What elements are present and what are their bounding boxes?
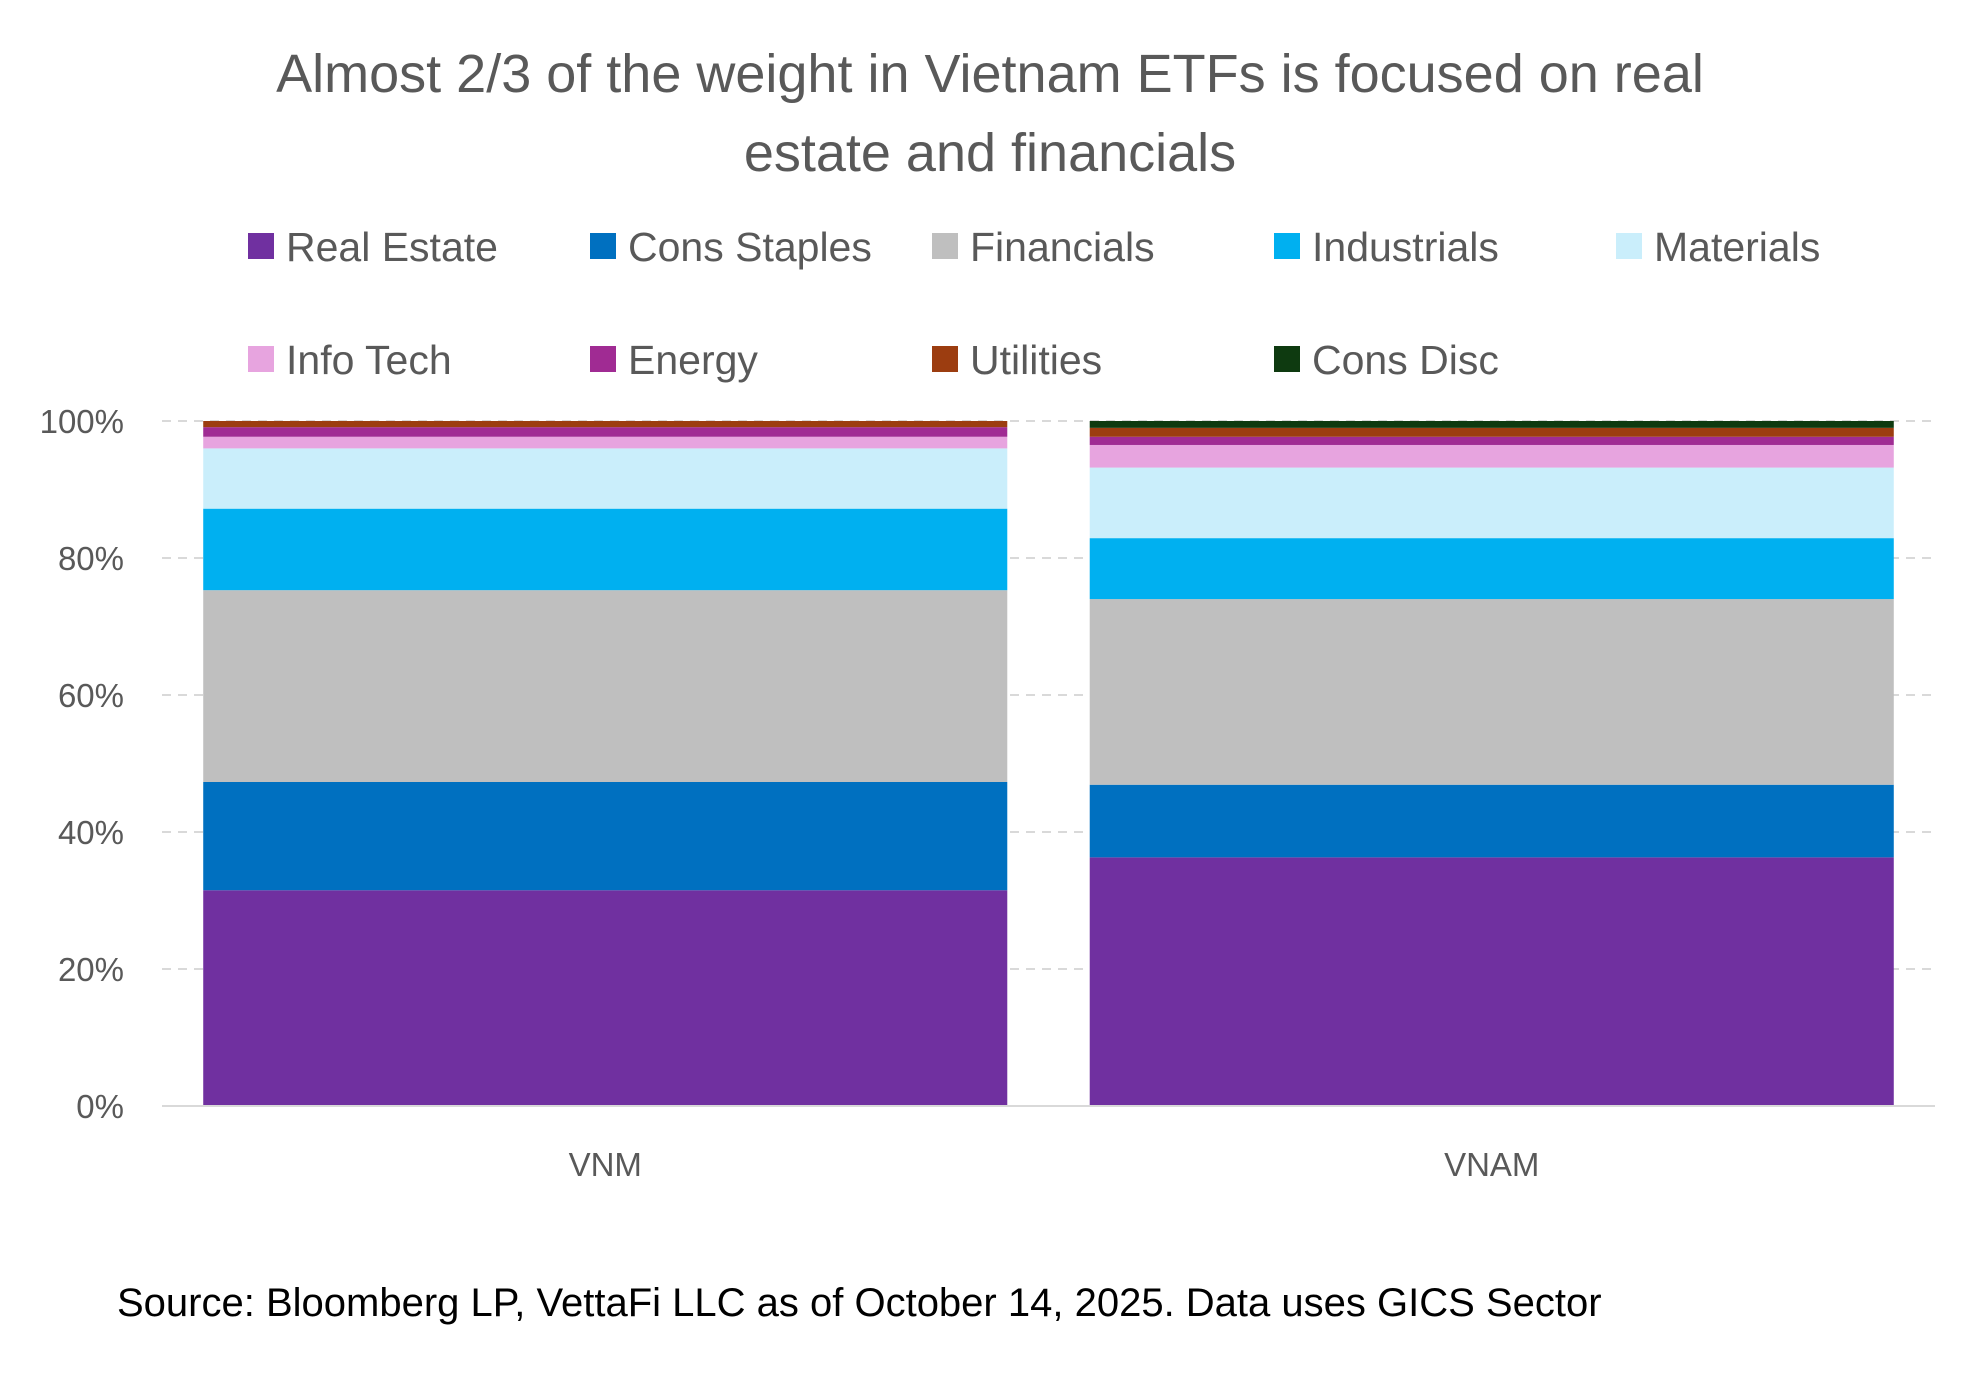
- legend-swatch-utilities: [932, 346, 958, 372]
- legend-swatch-cons-disc: [1274, 346, 1300, 372]
- legend-label-utilities: Utilities: [970, 337, 1102, 383]
- legend-swatch-materials: [1616, 233, 1642, 259]
- bar-vnam-energy: [1089, 436, 1894, 445]
- legend-swatch-energy: [590, 346, 616, 372]
- bar-vnam-materials: [1089, 467, 1894, 539]
- bars: [203, 421, 1894, 1106]
- bar-vnm-utilities: [203, 421, 1008, 428]
- bar-vnam-info-tech: [1089, 444, 1894, 468]
- bar-vnm-info-tech: [203, 436, 1008, 449]
- legend-label-cons-disc: Cons Disc: [1312, 337, 1499, 383]
- bar-vnm-materials: [203, 448, 1008, 509]
- legend-label-cons-staples: Cons Staples: [628, 224, 872, 270]
- chart-title-line-1: Almost 2/3 of the weight in Vietnam ETFs…: [276, 44, 1704, 104]
- legend-label-energy: Energy: [628, 337, 758, 383]
- bar-vnm-real-estate: [203, 890, 1008, 1106]
- x-category-label-vnam: VNAM: [1444, 1146, 1539, 1183]
- legend-label-info-tech: Info Tech: [286, 337, 452, 383]
- legend: Real Estate Cons Staples Financials Industr…: [248, 224, 1820, 383]
- legend-swatch-info-tech: [248, 346, 274, 372]
- bar-vnam-financials: [1089, 599, 1894, 785]
- bar-vnam-real-estate: [1089, 857, 1894, 1106]
- y-tick-label: 60%: [58, 677, 124, 714]
- bar-vnam-cons-staples: [1089, 784, 1894, 858]
- chart-title: Almost 2/3 of the weight in Vietnam ETFs…: [276, 44, 1704, 183]
- legend-label-real-estate: Real Estate: [286, 224, 498, 270]
- bar-vnm-industrials: [203, 508, 1008, 591]
- legend-swatch-industrials: [1274, 233, 1300, 259]
- source-note: Source: Bloomberg LP, VettaFi LLC as of …: [117, 1281, 1602, 1325]
- y-tick-label: 20%: [58, 951, 124, 988]
- bar-vnm-financials: [203, 590, 1008, 782]
- bar-vnm-energy: [203, 427, 1008, 437]
- x-category-label-vnm: VNM: [569, 1146, 642, 1183]
- legend-swatch-cons-staples: [590, 233, 616, 259]
- y-tick-label: 0%: [76, 1088, 124, 1125]
- legend-label-materials: Materials: [1654, 224, 1820, 270]
- bar-vnam-cons-disc: [1089, 421, 1894, 428]
- bar-vnam-utilities: [1089, 427, 1894, 437]
- axes: 0% 20% 40% 60% 80% 100% VNM VNAM: [40, 403, 1935, 1183]
- legend-label-financials: Financials: [970, 224, 1155, 270]
- y-tick-label: 100%: [40, 403, 124, 440]
- legend-swatch-real-estate: [248, 233, 274, 259]
- y-tick-label: 80%: [58, 540, 124, 577]
- legend-label-industrials: Industrials: [1312, 224, 1499, 270]
- bar-vnm-cons-staples: [203, 781, 1008, 891]
- legend-swatch-financials: [932, 233, 958, 259]
- y-tick-label: 40%: [58, 814, 124, 851]
- bar-vnam-industrials: [1089, 538, 1894, 600]
- chart-title-line-2: estate and financials: [744, 123, 1236, 183]
